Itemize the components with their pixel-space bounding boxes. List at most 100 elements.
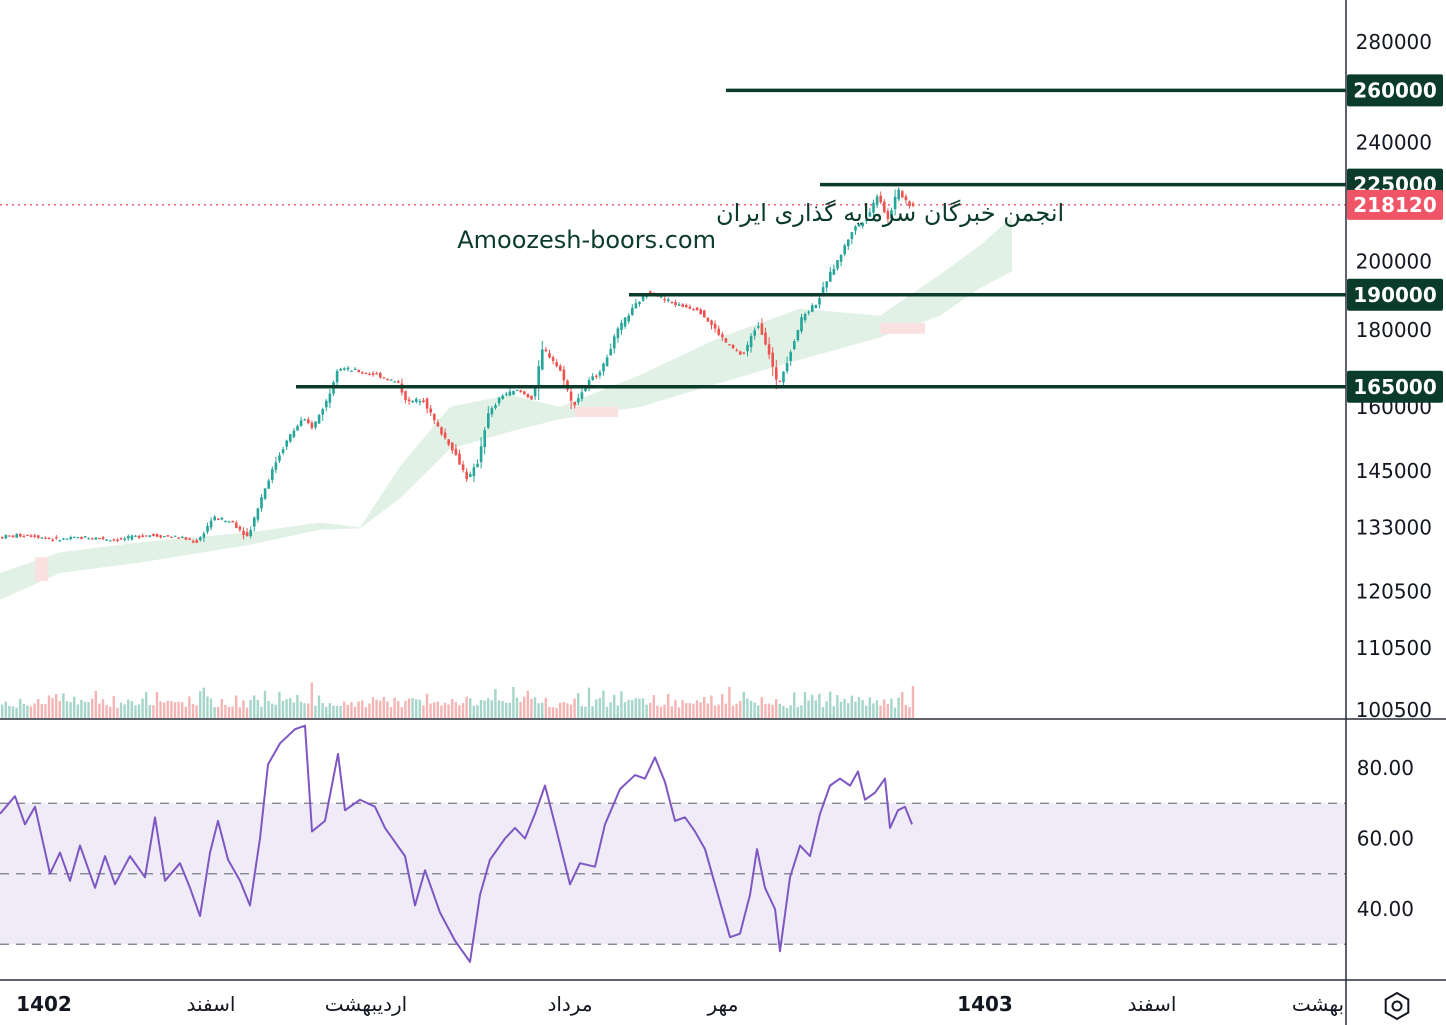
rsi-axis[interactable]: 80.00 60.00 40.00 <box>1357 756 1414 921</box>
volume-bar <box>29 706 33 718</box>
volume-bar <box>652 695 655 718</box>
volume-bar <box>242 700 245 718</box>
volume-bar <box>832 706 835 718</box>
candle-body <box>350 370 353 372</box>
volume-bar <box>699 702 702 718</box>
volume-bar <box>577 693 580 718</box>
candle-body <box>397 381 400 383</box>
volume-bar <box>501 701 504 718</box>
candle-body <box>850 232 854 239</box>
rsi-pane[interactable] <box>0 724 1346 963</box>
candle-body <box>854 226 857 231</box>
candle-body <box>501 395 504 400</box>
candle-body <box>760 323 764 335</box>
candle-body <box>235 522 238 528</box>
candle-body <box>393 381 396 383</box>
candle-body <box>897 189 900 200</box>
candle-body <box>123 538 126 540</box>
candle-body <box>836 260 839 269</box>
volume-bar <box>717 704 720 718</box>
volume-bar <box>11 706 15 718</box>
volume-bar <box>461 703 465 718</box>
volume-bar <box>695 700 699 718</box>
price-axis[interactable]: 2800002400002000001800001600001450001330… <box>1356 30 1432 722</box>
time-axis-label: بهشت <box>1292 992 1344 1016</box>
volume-bar <box>544 697 547 718</box>
candle-body <box>573 401 576 406</box>
volume-bar <box>195 705 198 718</box>
candle-body <box>220 517 224 520</box>
candle-body <box>206 525 209 532</box>
candlestick-series <box>1 187 915 544</box>
candle-body <box>721 334 724 338</box>
volume-bar <box>73 696 76 718</box>
volume-bar <box>854 701 857 718</box>
candle-body <box>569 391 573 401</box>
candle-body <box>688 306 692 309</box>
candle-body <box>73 536 76 538</box>
candle-body <box>415 398 418 402</box>
volume-bar <box>487 698 490 718</box>
candle-body <box>343 368 346 370</box>
watermark-line-2: Amoozesh-boors.com <box>457 226 716 254</box>
volume-bar <box>58 701 61 718</box>
volume-bar <box>746 698 749 718</box>
time-axis[interactable]: 1402 اسفند اردیبهشت مرداد مهر 1403 اسفند بهشت <box>16 992 1344 1016</box>
candle-body <box>508 391 512 396</box>
volume-bar <box>55 694 58 718</box>
time-axis-label: اردیبهشت <box>325 992 407 1016</box>
volume-bar <box>281 700 285 718</box>
volume-bar <box>350 702 353 718</box>
volume-bar <box>26 705 29 718</box>
volume-bar <box>134 705 137 718</box>
volume-bar <box>332 705 335 718</box>
settings-hexagon-icon[interactable] <box>1384 991 1410 1021</box>
candle-body <box>29 535 33 537</box>
volume-bar <box>587 687 591 718</box>
volume-bar <box>353 706 357 718</box>
candle-body <box>847 239 850 247</box>
candle-body <box>710 320 713 325</box>
candle-body <box>465 471 468 480</box>
candle-body <box>19 533 22 537</box>
candle-body <box>731 344 735 349</box>
candle-body <box>353 368 357 371</box>
volume-bar <box>263 690 267 718</box>
volume-bar <box>580 706 583 718</box>
volume-bar <box>407 698 411 718</box>
candle-body <box>260 497 263 509</box>
candle-body <box>659 296 663 298</box>
watermark-line-1: انجمن خبرگان سرمایه گذاری ایران <box>716 199 1064 227</box>
volume-bar <box>238 707 241 718</box>
volume-bar <box>692 703 695 718</box>
volume-bar <box>703 697 706 718</box>
candle-body <box>461 464 465 471</box>
time-axis-label: 1402 <box>16 992 72 1016</box>
candle-body <box>649 291 652 295</box>
volume-bar <box>44 703 47 718</box>
candle-body <box>796 329 800 341</box>
candle-body <box>242 530 245 535</box>
candle-body <box>386 378 389 381</box>
candle-body <box>364 372 368 374</box>
volume-bar <box>645 704 648 718</box>
volume-bar <box>181 702 184 718</box>
volume-bar <box>317 695 321 718</box>
volume-bar <box>839 701 843 718</box>
volume-bar <box>893 707 897 718</box>
candle-body <box>314 421 317 428</box>
candle-body <box>911 203 915 206</box>
volume-bar <box>551 707 555 718</box>
volume-bar <box>731 705 735 718</box>
volume-bar <box>425 693 429 718</box>
candle-body <box>163 536 166 538</box>
horizontal-levels[interactable] <box>296 88 1346 389</box>
candle-body <box>274 462 278 470</box>
candle-body <box>292 430 296 438</box>
candle-body <box>879 195 882 203</box>
volume-bar <box>465 696 468 718</box>
candle-body <box>116 539 119 542</box>
candle-body <box>83 536 87 538</box>
volume-bar <box>98 703 101 718</box>
